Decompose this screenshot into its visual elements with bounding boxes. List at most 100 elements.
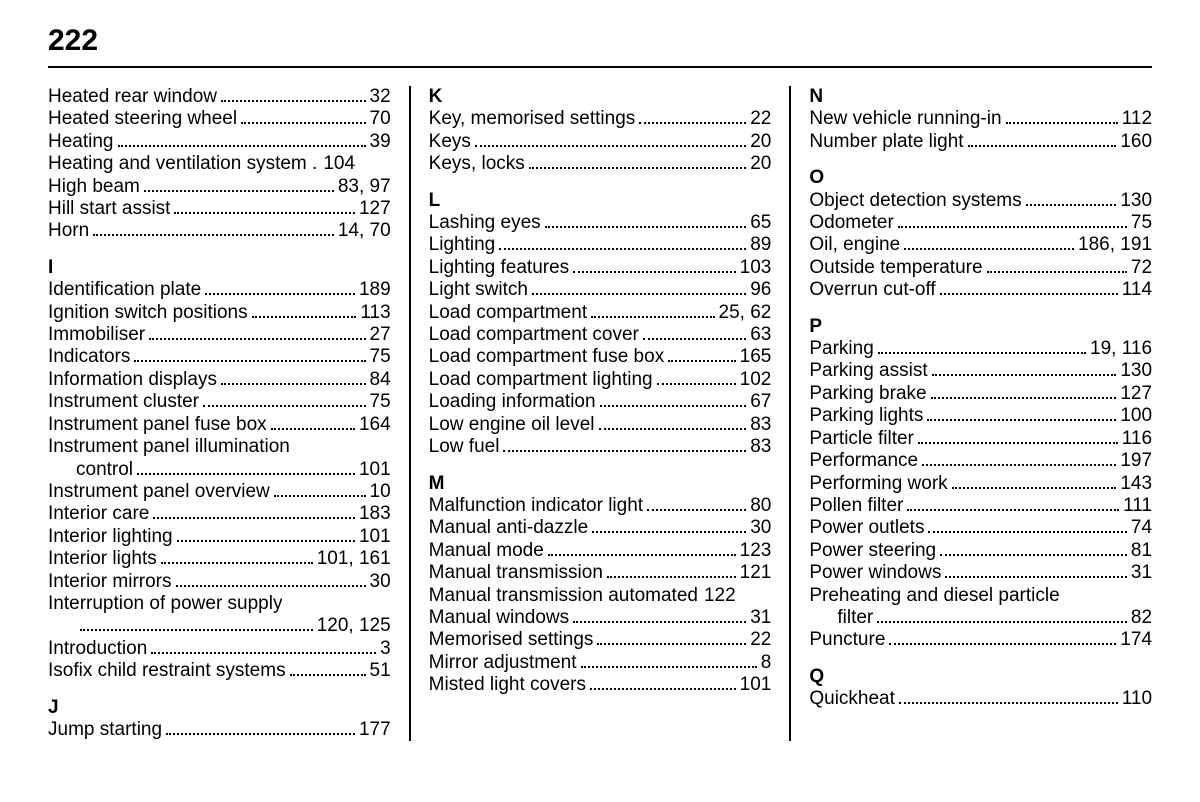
index-entry: Load compartment25, 62 <box>429 302 772 324</box>
index-entry: Manual windows31 <box>429 607 772 629</box>
leader-dots <box>1026 192 1117 205</box>
index-entry-label: New vehicle running-in <box>809 108 1001 130</box>
index-entry-pages: 96 <box>750 279 771 301</box>
leader-dots <box>599 416 747 429</box>
index-entry: Pollen filter111 <box>809 495 1152 517</box>
index-entry-label: Lighting features <box>429 257 570 279</box>
index-entry-pages: 20 <box>750 131 771 153</box>
leader-dots <box>940 282 1118 295</box>
leader-dots <box>149 327 365 340</box>
leader-dots <box>290 663 366 676</box>
index-entry: Instrument panel fuse box164 <box>48 414 391 436</box>
leader-dots <box>177 528 355 541</box>
leader-dots <box>657 372 736 385</box>
index-entry-label: Pollen filter <box>809 495 903 517</box>
index-entry-pages: 103 <box>740 257 772 279</box>
index-entry-pages: 83 <box>750 436 771 458</box>
index-entry-pages: 101 <box>740 674 772 696</box>
index-entry: Misted light covers 101 <box>429 674 772 696</box>
index-entry: Interior lighting 101 <box>48 526 391 548</box>
index-entry: Interruption of power supply120, 125 <box>48 593 391 638</box>
leader-dots <box>176 573 366 586</box>
index-entry-pages: 183 <box>359 503 391 525</box>
index-entry-contlabel: control <box>76 459 133 481</box>
index-entry-label: Load compartment lighting <box>429 369 653 391</box>
index-entry-pages: 127 <box>359 198 391 220</box>
index-entry-pages: 75 <box>1131 212 1152 234</box>
index-entry-label: Instrument panel illumination <box>48 436 290 458</box>
leader-dots <box>1006 111 1118 124</box>
leader-dots <box>931 386 1117 399</box>
leader-dots <box>271 416 355 429</box>
leader-dots <box>274 484 366 497</box>
index-entry-pages: 20 <box>750 153 771 175</box>
index-entry-label: Isofix child restraint systems <box>48 660 286 682</box>
leader-dots <box>987 260 1127 273</box>
leader-dots <box>573 260 735 273</box>
index-entry: Power outlets 74 <box>809 517 1152 539</box>
leader-dots <box>503 439 746 452</box>
leader-dots <box>639 111 746 124</box>
index-column: NNew vehicle running-in112Number plate l… <box>791 86 1152 741</box>
index-entry-pages: 89 <box>750 234 771 256</box>
index-entry-pages: 101, 161 <box>317 548 391 570</box>
page-number: 222 <box>48 24 1152 58</box>
index-entry-pages: 165 <box>740 346 772 368</box>
index-entry-pages: 22 <box>750 629 771 651</box>
leader-dots <box>151 640 376 653</box>
index-entry: Oil, engine186, 191 <box>809 234 1152 256</box>
index-entry-label: Power outlets <box>809 517 924 539</box>
leader-dots <box>592 520 746 533</box>
index-entry: Parking brake127 <box>809 383 1152 405</box>
index-entry-pages: 197 <box>1120 450 1152 472</box>
leader-dots <box>590 677 736 690</box>
index-entry: Instrument panel overview10 <box>48 481 391 503</box>
leader-dots <box>203 394 366 407</box>
index-entry: High beam83, 97 <box>48 176 391 198</box>
index-entry-pages: 160 <box>1120 131 1152 153</box>
index-entry-pages: 27 <box>370 324 391 346</box>
index-entry: Particle filter116 <box>809 428 1152 450</box>
leader-dots <box>221 372 366 385</box>
index-entry: Introduction3 <box>48 638 391 660</box>
index-entry: Memorised settings22 <box>429 629 772 651</box>
index-entry-pages: 84 <box>370 369 391 391</box>
leader-dots <box>600 394 747 407</box>
index-entry-label: Malfunction indicator light <box>429 495 643 517</box>
index-entry-label: Interruption of power supply <box>48 593 282 615</box>
index-entry-label: Hill start assist <box>48 198 170 220</box>
index-entry-label: Object detection systems <box>809 190 1021 212</box>
index-entry-pages: 74 <box>1131 517 1152 539</box>
index-entry-label: Instrument panel fuse box <box>48 414 267 436</box>
leader-dots <box>174 201 355 214</box>
index-entry: Performance197 <box>809 450 1152 472</box>
index-entry-label: Ignition switch positions <box>48 302 248 324</box>
index-entry-label: Lighting <box>429 234 496 256</box>
leader-dots <box>945 565 1127 578</box>
leader-dots <box>597 632 746 645</box>
index-entry-pages: 19, 116 <box>1090 338 1152 360</box>
index-entry-label: Instrument panel overview <box>48 481 270 503</box>
index-entry-pages: 100 <box>1120 405 1152 427</box>
index-entry-label: Misted light covers <box>429 674 586 696</box>
leader-dots <box>922 453 1116 466</box>
horizontal-rule <box>48 66 1152 68</box>
index-entry-label: Loading information <box>429 391 596 413</box>
leader-dots <box>878 341 1086 354</box>
index-entry: Low fuel83 <box>429 436 772 458</box>
index-entry-pages: 102 <box>740 369 772 391</box>
leader-dots <box>161 551 313 564</box>
index-column: Heated rear window32Heated steering whee… <box>48 86 409 741</box>
index-entry-pages: 101 <box>359 526 391 548</box>
index-entry: Puncture174 <box>809 629 1152 651</box>
index-entry: Power steering81 <box>809 540 1152 562</box>
leader-dots <box>573 610 746 623</box>
index-entry-label: Information displays <box>48 369 217 391</box>
index-entry: Horn14, 70 <box>48 220 391 242</box>
index-entry-pages: 110 <box>1122 688 1152 710</box>
index-entry-label: Puncture <box>809 629 885 651</box>
index-entry-label: Interior lighting <box>48 526 173 548</box>
index-entry: Heated rear window32 <box>48 86 391 108</box>
index-entry: Isofix child restraint systems51 <box>48 660 391 682</box>
index-entry: Low engine oil level83 <box>429 414 772 436</box>
